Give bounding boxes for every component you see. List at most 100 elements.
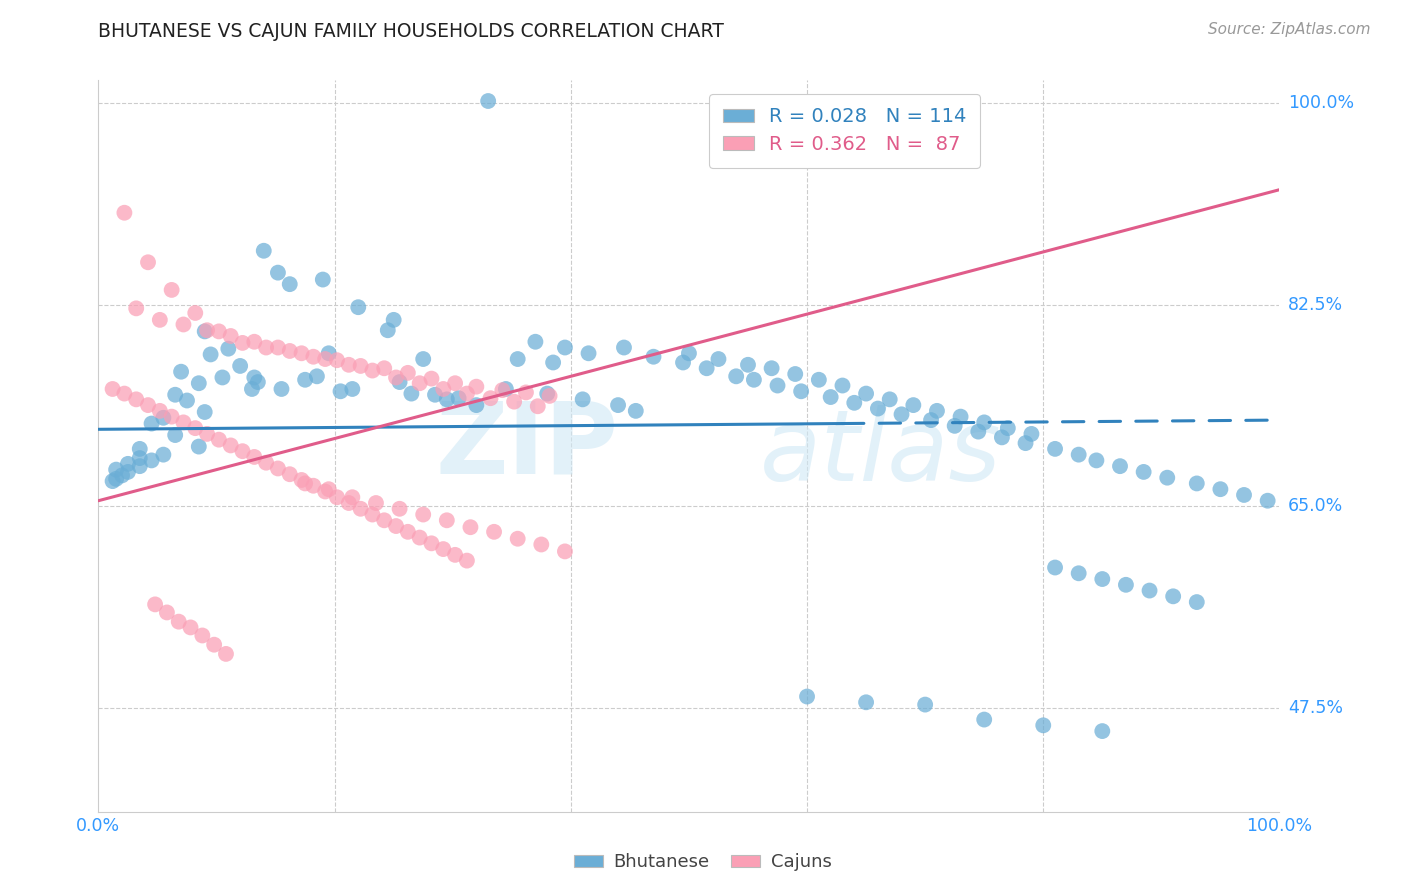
Point bbox=[143, 598, 166, 612]
Point bbox=[176, 393, 198, 408]
Point bbox=[219, 329, 242, 343]
Point bbox=[112, 206, 135, 220]
Point bbox=[456, 386, 478, 401]
Point bbox=[1067, 566, 1090, 581]
Point bbox=[243, 450, 266, 464]
Point bbox=[278, 343, 301, 358]
Text: 65.0%: 65.0% bbox=[1288, 498, 1343, 516]
Point bbox=[412, 352, 434, 367]
Point bbox=[1132, 465, 1154, 479]
Point bbox=[1032, 718, 1054, 732]
Point bbox=[152, 448, 174, 462]
Point bbox=[377, 323, 399, 337]
Point bbox=[536, 386, 558, 401]
Point bbox=[506, 352, 529, 367]
Point bbox=[460, 520, 482, 534]
Point bbox=[1067, 448, 1090, 462]
Point bbox=[396, 366, 419, 380]
Text: atlas: atlas bbox=[759, 405, 1001, 502]
Point bbox=[302, 479, 325, 493]
Point bbox=[373, 513, 395, 527]
Point bbox=[337, 496, 360, 510]
Point bbox=[160, 409, 183, 424]
Point bbox=[1233, 488, 1256, 502]
Point bbox=[141, 453, 163, 467]
Point bbox=[432, 542, 454, 557]
Point bbox=[991, 430, 1014, 444]
Point bbox=[290, 473, 312, 487]
Point bbox=[180, 620, 202, 634]
Point bbox=[890, 407, 912, 421]
Point bbox=[607, 398, 630, 412]
Point bbox=[294, 476, 316, 491]
Point bbox=[187, 376, 209, 391]
Point bbox=[136, 255, 159, 269]
Point bbox=[420, 371, 443, 385]
Point bbox=[361, 508, 384, 522]
Point bbox=[1091, 724, 1114, 739]
Point bbox=[408, 531, 430, 545]
Point bbox=[105, 472, 128, 486]
Point bbox=[342, 490, 364, 504]
Point bbox=[672, 355, 695, 369]
Point bbox=[194, 325, 217, 339]
Point bbox=[270, 382, 292, 396]
Point bbox=[318, 482, 340, 496]
Point bbox=[314, 484, 336, 499]
Point bbox=[160, 283, 183, 297]
Point bbox=[117, 457, 139, 471]
Text: ZIP: ZIP bbox=[436, 398, 619, 494]
Point bbox=[267, 341, 290, 355]
Point bbox=[267, 266, 290, 280]
Point bbox=[1043, 560, 1066, 574]
Point bbox=[997, 421, 1019, 435]
Point bbox=[495, 382, 517, 396]
Point bbox=[503, 394, 526, 409]
Point bbox=[194, 405, 217, 419]
Point bbox=[408, 376, 430, 391]
Legend: Bhutanese, Cajuns: Bhutanese, Cajuns bbox=[567, 847, 839, 879]
Point bbox=[382, 313, 405, 327]
Point bbox=[482, 524, 505, 539]
Point bbox=[477, 94, 499, 108]
Point bbox=[530, 537, 553, 551]
Point bbox=[643, 350, 665, 364]
Point bbox=[388, 375, 411, 389]
Point bbox=[879, 392, 901, 407]
Point bbox=[172, 416, 194, 430]
Point bbox=[314, 352, 336, 367]
Point bbox=[243, 370, 266, 384]
Point bbox=[925, 404, 948, 418]
Point bbox=[342, 382, 364, 396]
Point bbox=[737, 358, 759, 372]
Point bbox=[149, 313, 172, 327]
Text: 47.5%: 47.5% bbox=[1288, 699, 1343, 717]
Point bbox=[136, 398, 159, 412]
Point bbox=[554, 544, 576, 558]
Point bbox=[538, 389, 561, 403]
Point bbox=[231, 335, 253, 350]
Point bbox=[515, 385, 537, 400]
Point bbox=[195, 323, 218, 337]
Point bbox=[219, 438, 242, 452]
Point bbox=[337, 358, 360, 372]
Point bbox=[117, 465, 139, 479]
Point bbox=[479, 391, 502, 405]
Point bbox=[278, 277, 301, 292]
Point bbox=[141, 417, 163, 431]
Point bbox=[326, 353, 349, 368]
Point bbox=[184, 306, 207, 320]
Point bbox=[524, 334, 547, 349]
Point bbox=[149, 404, 172, 418]
Point bbox=[167, 615, 190, 629]
Point bbox=[290, 346, 312, 360]
Point bbox=[128, 442, 150, 456]
Point bbox=[820, 390, 842, 404]
Point bbox=[571, 392, 593, 407]
Text: 100.0%: 100.0% bbox=[1288, 95, 1354, 112]
Point bbox=[112, 386, 135, 401]
Point bbox=[1115, 578, 1137, 592]
Point bbox=[444, 376, 467, 391]
Point bbox=[526, 399, 548, 413]
Point bbox=[267, 461, 290, 475]
